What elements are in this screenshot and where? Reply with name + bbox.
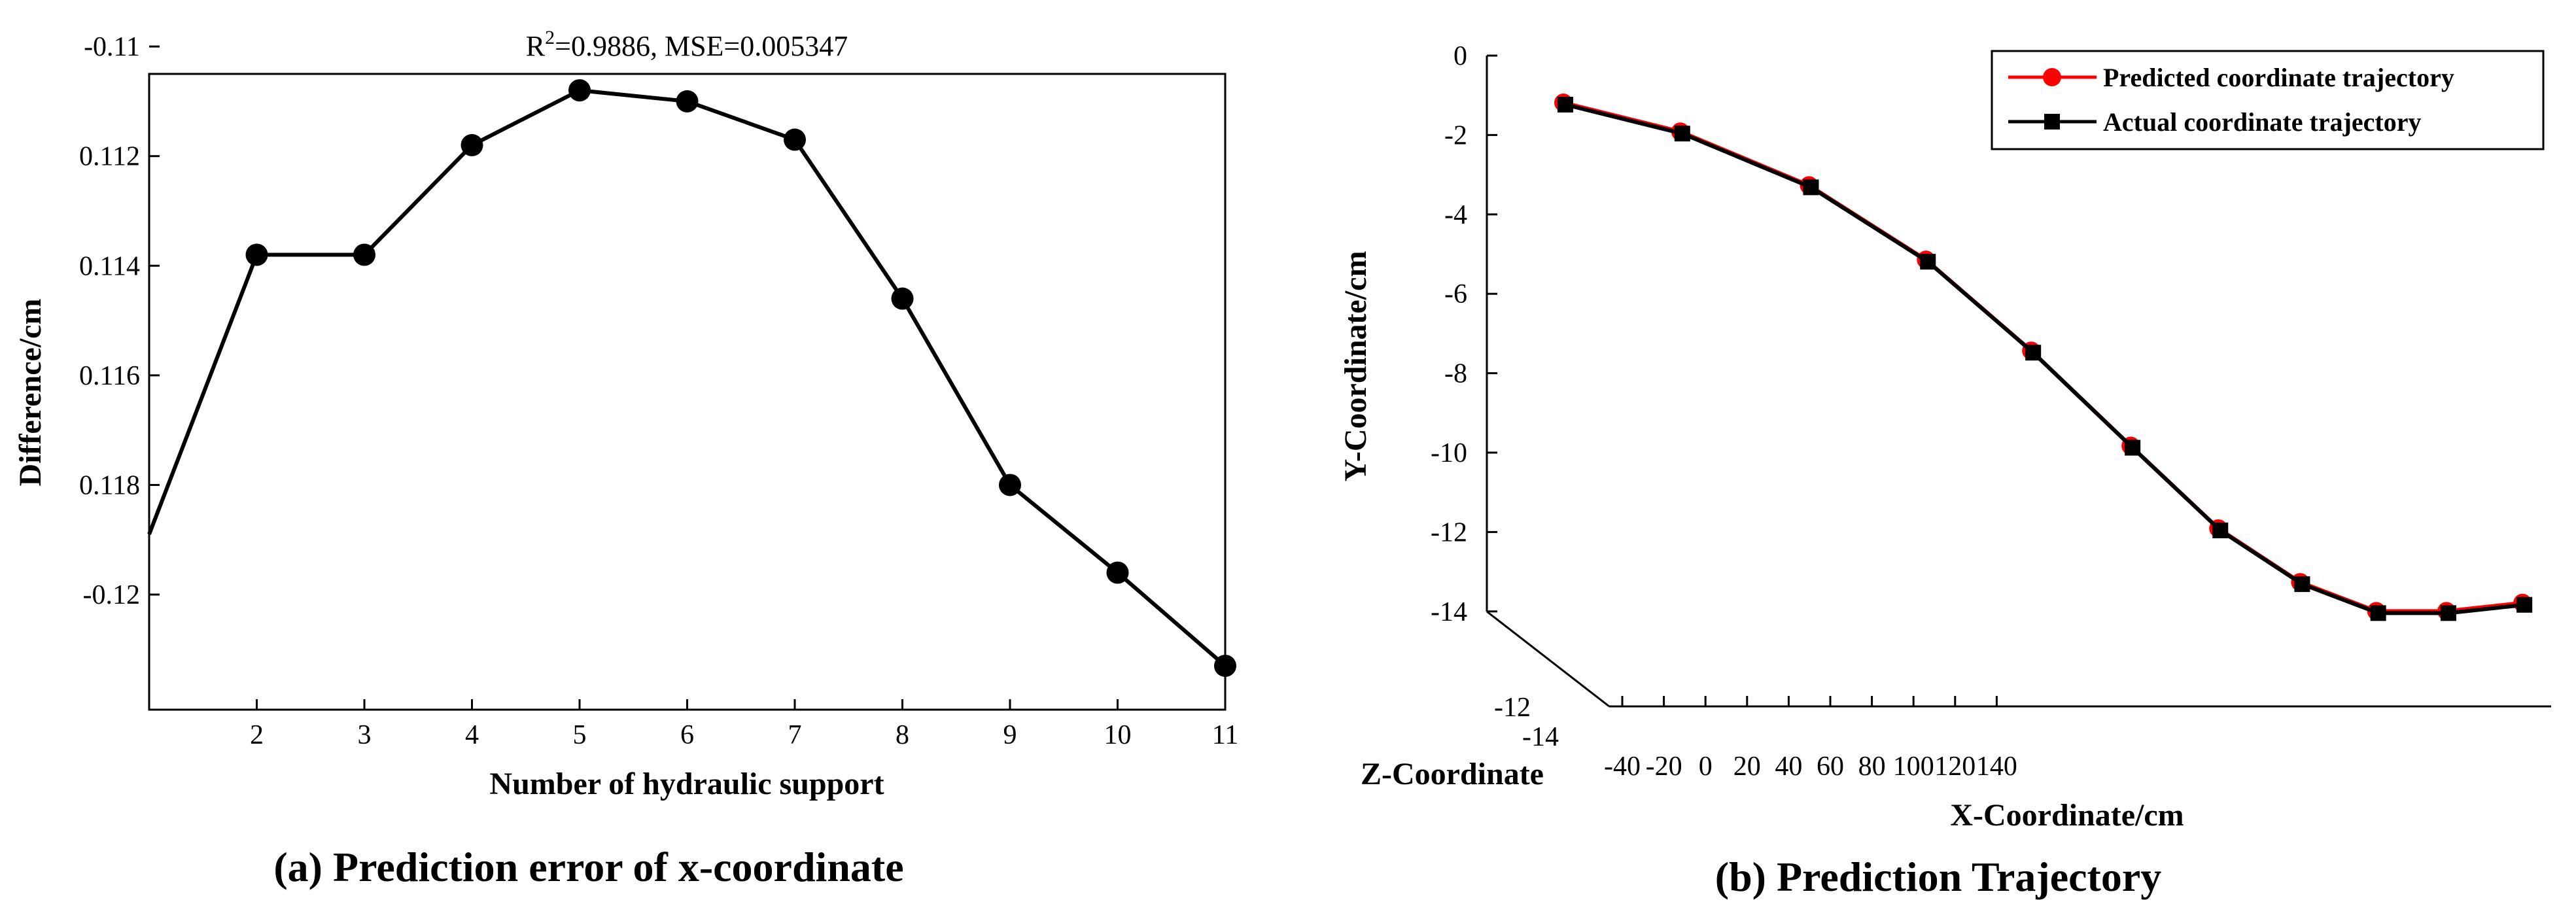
panel-a-data-point	[999, 474, 1021, 496]
legend-actual-label: Actual coordinate trajectory	[2103, 107, 2421, 137]
panel-a-y-tick-label: 0.112	[79, 142, 140, 172]
panel-a-x-tick-label: 10	[1104, 720, 1132, 750]
panel-a-x-tick-label: 11	[1212, 720, 1238, 750]
panel-b-y-tick-label: -2	[1444, 120, 1467, 150]
panel-b-z-tick-label: -14	[1522, 722, 1559, 752]
panel-a-caption: (a) Prediction error of x-coordinate	[273, 844, 903, 890]
panel-b-x-tick-label: 0	[1699, 752, 1713, 782]
panel-a-data-point	[1106, 561, 1129, 584]
panel-b-actual-point	[2025, 345, 2042, 361]
panel-a: R2=0.9886, MSE=0.005347 -0.11 0.112 0.114 0…	[13, 27, 1238, 890]
panel-b-actual-point	[2370, 605, 2386, 621]
panel-b-y-ticks: 0 -2 -4 -6 -8 -10 -12 -14	[1431, 41, 1497, 627]
panel-b-y-tick-label: -8	[1444, 359, 1467, 389]
panel-a-y-tick-label: 0.118	[79, 470, 140, 500]
panel-a-data-point	[353, 243, 375, 266]
panel-b-actual-point	[1558, 97, 1573, 112]
panel-a-x-axis-label: Number of hydraulic support	[489, 767, 884, 801]
panel-a-y-tick-label: 0.114	[79, 251, 140, 281]
panel-b-y-tick-label: -10	[1431, 438, 1467, 468]
panel-a-data-point	[676, 90, 699, 112]
panel-b-x-tick-label: 120	[1934, 752, 1976, 782]
panel-b-x-tick-label: -20	[1646, 752, 1682, 782]
panel-b-y-tick-label: -4	[1444, 200, 1467, 230]
panel-b-x-tick-label: 20	[1733, 752, 1761, 782]
panel-b-z-axis-label: Z-Coordinate	[1361, 757, 1544, 791]
panel-a-x-tick-label: 5	[573, 720, 587, 750]
panel-b-actual-point	[2212, 522, 2229, 538]
panel-b-z-axis-line	[1486, 610, 1610, 708]
panel-b-x-ticks: -40 -20 0 20 40 60 80 100 120 140	[1604, 696, 2017, 782]
panel-a-data-point	[568, 79, 591, 102]
panel-b-z-tick-label: -12	[1494, 693, 1531, 723]
panel-a-x-tick-label: 6	[680, 720, 694, 750]
panel-b-actual-point	[2440, 605, 2456, 621]
panel-b-z-ticks: -12-14	[1494, 693, 1559, 752]
panel-b-x-tick-label: 60	[1817, 752, 1844, 782]
panel-a-data-point	[1214, 654, 1236, 677]
panel-b-y-tick-label: -6	[1444, 279, 1467, 309]
panel-b-y-axis-label: Y-Coordinate/cm	[1338, 251, 1373, 482]
panel-a-x-ticks: 2 3 4 5 6 7 8 9 10 11	[250, 699, 1238, 750]
panel-b-series-line	[1563, 101, 2523, 614]
panel-b-actual-point	[1920, 254, 1936, 270]
legend-actual-marker	[2044, 114, 2060, 130]
panel-b-x-tick-label: -40	[1604, 752, 1641, 782]
panel-a-y-tick-label: 0.116	[79, 361, 140, 391]
panel-b-x-tick-label: 140	[1976, 752, 2017, 782]
panel-b-y-tick-label: 0	[1453, 41, 1467, 71]
panel-a-data-point	[891, 287, 914, 310]
panel-b-legend: Predicted coordinate trajectory Actual c…	[1991, 50, 2545, 150]
panel-a-series	[147, 79, 1236, 677]
panel-a-y-axis-label: Difference/cm	[13, 299, 48, 487]
panel-b-series	[1554, 94, 2533, 621]
panel-a-x-tick-label: 4	[465, 720, 479, 750]
panel-b-actual-point	[1674, 126, 1690, 142]
panel-a-title: R2=0.9886, MSE=0.005347	[526, 27, 848, 62]
legend-predicted-label: Predicted coordinate trajectory	[2103, 63, 2454, 92]
panel-b-caption: (b) Prediction Trajectory	[1715, 854, 2161, 900]
panel-b-actual-point	[2125, 440, 2141, 456]
panel-a-x-tick-label: 8	[896, 720, 909, 750]
panel-b-x-tick-label: 40	[1775, 752, 1802, 782]
panel-b-x-axis-label: X-Coordinate/cm	[1950, 798, 2184, 833]
panel-a-y-tick-label: -0.11	[84, 32, 140, 62]
panel-a-series-line	[147, 88, 1227, 668]
panel-b-y-tick-label: -14	[1431, 597, 1467, 627]
panel-a-x-tick-label: 2	[250, 720, 264, 750]
legend-box	[1991, 50, 2545, 150]
panel-b-y-tick-label: -12	[1431, 517, 1467, 547]
legend-predicted-marker	[2043, 68, 2061, 86]
panel-a-x-tick-label: 3	[358, 720, 372, 750]
panel-a-plot-frame	[148, 73, 1227, 711]
panel-a-x-tick-label: 7	[788, 720, 802, 750]
panel-a-data-point	[245, 243, 268, 266]
panel-b: 0-2-4-6-8-10-12-14 -40 -20 0 20 40 60 80 100 120…	[1338, 41, 2551, 900]
panel-a-data-point	[784, 128, 806, 151]
panel-b-series-line	[1565, 103, 2525, 615]
panel-b-x-tick-label: 80	[1858, 752, 1886, 782]
panel-b-actual-point	[2294, 576, 2310, 593]
panel-a-data-point	[461, 133, 483, 156]
panel-b-x-tick-label: 100	[1893, 752, 1934, 782]
panel-b-actual-point	[1803, 179, 1819, 196]
panel-a-y-ticks: -0.11 0.112 0.114 0.116 0.118 -0.12	[79, 32, 160, 610]
panel-b-actual-point	[2516, 597, 2533, 613]
panel-a-y-tick-label: -0.12	[83, 580, 141, 610]
panel-a-x-tick-label: 9	[1003, 720, 1017, 750]
